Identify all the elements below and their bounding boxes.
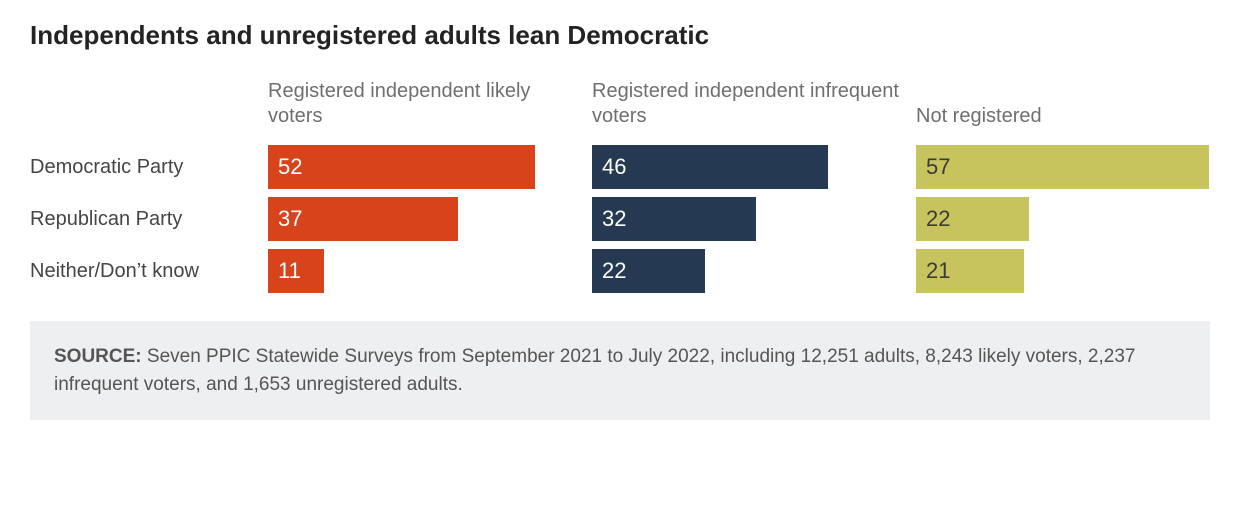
bar: 21 [916, 249, 1024, 293]
row-label: Democratic Party [30, 145, 252, 189]
bar-cell: 37 [268, 197, 576, 241]
row-label: Neither/Don’t know [30, 249, 252, 293]
source-label: SOURCE: [54, 346, 142, 367]
bar-cell: 22 [916, 197, 1224, 241]
row-label: Republican Party [30, 197, 252, 241]
row-label-spacer [30, 79, 252, 137]
bar-value: 11 [268, 258, 301, 284]
bar: 46 [592, 145, 828, 189]
bar-cell: 32 [592, 197, 900, 241]
bar-cell: 52 [268, 145, 576, 189]
source-box: SOURCE: Seven PPIC Statewide Surveys fro… [30, 321, 1210, 420]
column-header: Registered independent infrequent voters [592, 79, 900, 137]
bar: 52 [268, 145, 535, 189]
bar-value: 21 [916, 258, 950, 284]
chart-title: Independents and unregistered adults lea… [30, 20, 1210, 51]
bar: 11 [268, 249, 324, 293]
source-text: Seven PPIC Statewide Surveys from Septem… [54, 346, 1135, 395]
bar: 32 [592, 197, 756, 241]
bar: 22 [916, 197, 1029, 241]
bar-value: 57 [916, 154, 950, 180]
bar: 22 [592, 249, 705, 293]
bar-cell: 21 [916, 249, 1224, 293]
bar: 57 [916, 145, 1209, 189]
bar-value: 46 [592, 154, 626, 180]
bar-cell: 57 [916, 145, 1224, 189]
bar-chart: Registered independent likely voters Regi… [30, 79, 1210, 293]
bar-value: 37 [268, 206, 302, 232]
bar: 37 [268, 197, 458, 241]
bar-value: 32 [592, 206, 626, 232]
bar-cell: 22 [592, 249, 900, 293]
bar-value: 22 [592, 258, 626, 284]
bar-cell: 46 [592, 145, 900, 189]
column-header: Registered independent likely voters [268, 79, 576, 137]
column-header: Not registered [916, 79, 1224, 137]
bar-cell: 11 [268, 249, 576, 293]
bar-value: 52 [268, 154, 302, 180]
bar-value: 22 [916, 206, 950, 232]
